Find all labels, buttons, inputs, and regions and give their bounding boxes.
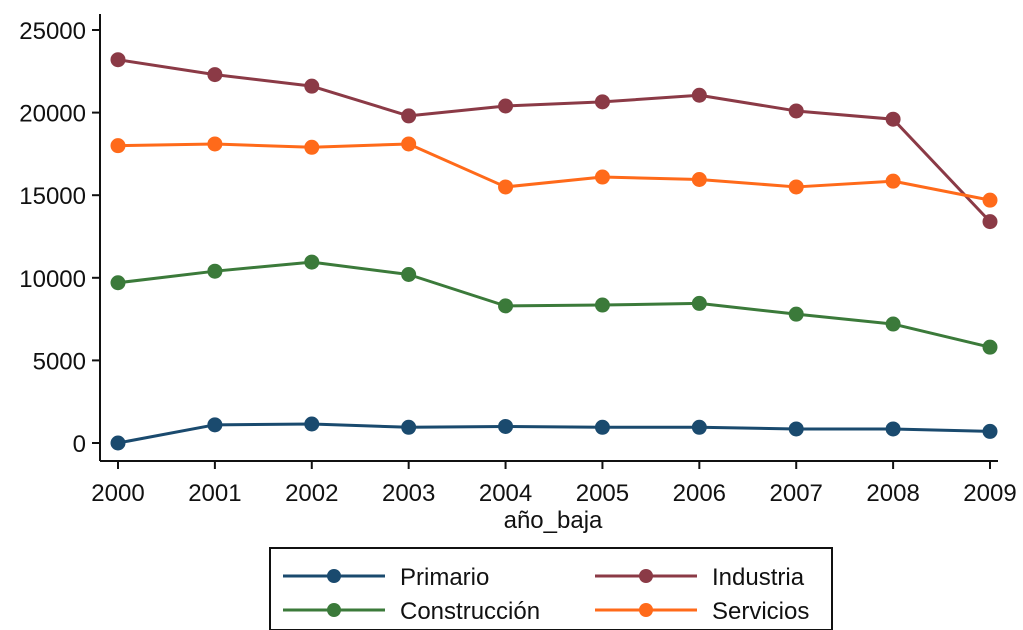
data-point (207, 67, 223, 83)
data-point (401, 108, 417, 124)
legend: Primario Industria Construcción Servicios (269, 547, 833, 630)
data-point (401, 136, 417, 152)
x-tick-label: 2009 (963, 480, 1016, 507)
data-point (982, 214, 998, 230)
data-point (498, 179, 514, 195)
data-point (691, 87, 707, 103)
data-point (691, 172, 707, 188)
legend-label: Servicios (712, 598, 809, 625)
data-point (594, 297, 610, 313)
legend-box (269, 547, 833, 630)
data-point (982, 192, 998, 208)
data-point (788, 103, 804, 119)
x-tick-label: 2006 (673, 480, 726, 507)
data-point (207, 263, 223, 279)
legend-label: Primario (400, 564, 489, 591)
y-tick-label: 25000 (19, 18, 86, 45)
data-point (110, 52, 126, 68)
series-line (117, 142, 991, 202)
legend-swatch-marker (639, 569, 653, 583)
data-point (594, 94, 610, 110)
data-point (788, 306, 804, 322)
data-point (691, 295, 707, 311)
data-point (982, 423, 998, 439)
data-point (304, 254, 320, 270)
y-tick-label: 20000 (19, 101, 86, 128)
data-point (885, 111, 901, 127)
data-point (401, 419, 417, 435)
legend-label: Construcción (400, 598, 540, 625)
series-servicios (110, 136, 998, 208)
y-tick-label: 5000 (33, 348, 86, 375)
data-point (304, 78, 320, 94)
legend-label: Industria (712, 564, 805, 591)
data-point (885, 421, 901, 437)
axes: 0 5000 10000 15000 20000 25000 2000 2001 2002 200… (19, 14, 1017, 507)
x-tick-label: 2004 (479, 480, 532, 507)
data-point (110, 138, 126, 154)
data-point (401, 266, 417, 282)
data-point (594, 169, 610, 185)
data-point (207, 136, 223, 152)
data-point (498, 298, 514, 314)
x-axis-title: año_baja (504, 507, 603, 534)
y-tick-label: 0 (73, 431, 86, 458)
x-tick-label: 2001 (188, 480, 241, 507)
x-tick-label: 2002 (285, 480, 338, 507)
legend-item: Servicios (595, 598, 809, 625)
legend-swatch-marker (327, 603, 341, 617)
x-tick-label: 2005 (576, 480, 629, 507)
data-point (110, 435, 126, 451)
data-point (594, 419, 610, 435)
y-tick-label: 10000 (19, 266, 86, 293)
series-line (117, 260, 991, 349)
data-point (304, 139, 320, 155)
series-layer (110, 52, 998, 451)
legend-item: Primario (283, 564, 489, 591)
data-point (498, 98, 514, 114)
series-line (117, 422, 991, 445)
data-point (498, 418, 514, 434)
x-tick-label: 2008 (866, 480, 919, 507)
data-point (304, 416, 320, 432)
data-point (788, 421, 804, 437)
data-point (788, 179, 804, 195)
series-construccion (110, 254, 998, 355)
legend-swatch-marker (327, 569, 341, 583)
x-tick-label: 2007 (770, 480, 823, 507)
legend-item: Industria (595, 564, 805, 591)
legend-swatch-marker (639, 603, 653, 617)
series-primario (110, 416, 998, 451)
x-tick-label: 2003 (382, 480, 435, 507)
x-tick-label: 2000 (91, 480, 144, 507)
series-line (117, 58, 992, 223)
series-industria (110, 52, 998, 230)
data-point (982, 339, 998, 355)
y-tick-label: 15000 (19, 183, 86, 210)
data-point (691, 419, 707, 435)
data-point (885, 173, 901, 189)
data-point (110, 275, 126, 291)
legend-item: Construcción (283, 598, 540, 625)
data-point (885, 316, 901, 332)
data-point (207, 417, 223, 433)
